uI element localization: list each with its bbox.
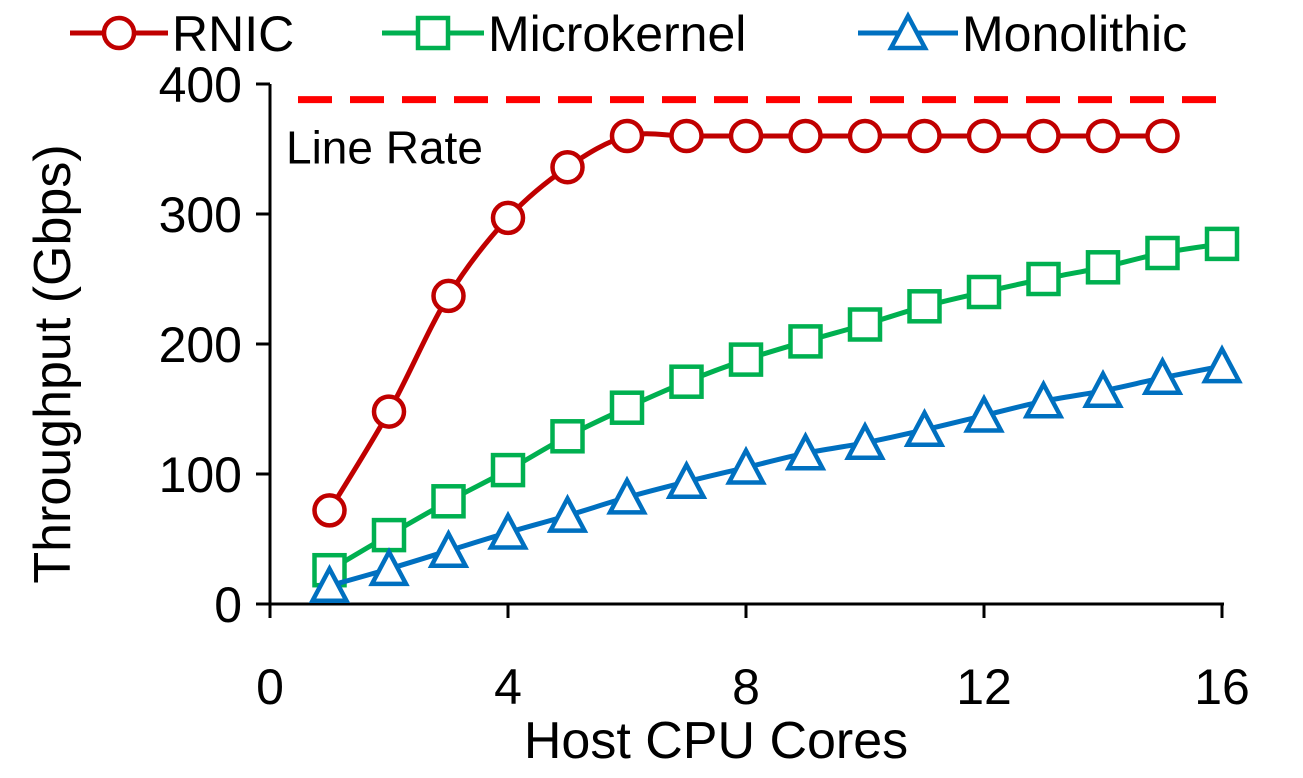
data-point-rnic	[550, 149, 585, 185]
data-point-rnic	[907, 118, 942, 154]
y-tick-label: 0	[214, 577, 242, 633]
data-point-monolithic	[725, 445, 767, 485]
x-tick-label: 8	[732, 659, 760, 715]
data-point-microkernel	[431, 484, 466, 519]
data-point-rnic	[669, 118, 704, 154]
data-point-microkernel	[847, 307, 883, 342]
data-point-rnic	[1085, 118, 1121, 154]
legend-item-rnic: RNIC	[70, 6, 294, 62]
legend-marker-circle	[101, 15, 137, 51]
legend: RNIC Microkernel Monolithic	[70, 6, 1187, 62]
data-point-microkernel	[907, 289, 942, 324]
data-point-rnic	[728, 118, 764, 154]
data-point-monolithic	[1201, 344, 1243, 384]
data-point-rnic	[609, 118, 645, 154]
y-tick-label: 100	[159, 447, 242, 503]
data-point-monolithic	[427, 528, 470, 568]
x-tick-label: 16	[1194, 659, 1250, 715]
data-point-monolithic	[308, 564, 351, 604]
legend-label: Monolithic	[962, 6, 1187, 62]
data-point-rnic	[371, 394, 407, 429]
data-point-rnic	[1026, 118, 1061, 154]
data-point-rnic	[490, 200, 526, 236]
data-point-microkernel	[1145, 235, 1180, 271]
x-tick-label: 12	[956, 659, 1012, 715]
data-point-microkernel	[966, 274, 1002, 310]
data-point-rnic	[312, 493, 347, 528]
data-point-rnic	[966, 118, 1002, 154]
series-layer	[308, 118, 1243, 604]
series-monolithic	[308, 344, 1243, 604]
x-axis-title: Host CPU Cores	[524, 712, 908, 770]
data-point-microkernel	[371, 517, 407, 553]
y-tick-label: 400	[159, 57, 242, 113]
data-point-microkernel	[788, 324, 823, 359]
legend-label: RNIC	[172, 6, 294, 62]
data-point-microkernel	[728, 342, 764, 377]
series-rnic	[312, 118, 1180, 528]
data-point-monolithic	[963, 393, 1005, 433]
data-point-monolithic	[1022, 379, 1065, 419]
data-point-microkernel	[550, 419, 585, 454]
data-point-microkernel	[609, 390, 645, 425]
legend-item-microkernel: Microkernel	[382, 6, 746, 62]
x-tick-label: 0	[256, 659, 284, 715]
legend-item-monolithic: Monolithic	[858, 6, 1187, 62]
reference-line-group: Line Rate	[286, 96, 1220, 174]
data-point-monolithic	[487, 510, 529, 550]
data-point-rnic	[847, 118, 883, 154]
data-point-monolithic	[546, 493, 589, 533]
data-point-monolithic	[903, 408, 946, 448]
y-tick-label: 200	[159, 317, 242, 373]
data-point-rnic	[431, 278, 466, 314]
series-microkernel	[312, 226, 1240, 588]
data-point-microkernel	[1085, 250, 1121, 285]
data-point-monolithic	[368, 547, 410, 587]
legend-label: Microkernel	[488, 6, 746, 62]
legend-marker-square	[415, 15, 451, 51]
data-point-rnic	[1145, 118, 1180, 154]
data-point-microkernel	[669, 364, 704, 399]
line-rate-label: Line Rate	[286, 122, 483, 174]
data-point-monolithic	[784, 431, 827, 471]
data-point-monolithic	[1141, 356, 1184, 396]
data-point-monolithic	[606, 475, 648, 515]
ticks: 0 100 200 300 400 0 4 8 12 16	[159, 57, 1250, 715]
x-tick-label: 4	[494, 659, 522, 715]
data-point-microkernel	[490, 452, 526, 488]
data-point-monolithic	[665, 460, 708, 500]
series-line-monolithic	[328, 363, 1223, 589]
data-point-monolithic	[1082, 369, 1124, 409]
legend-marker-triangle	[887, 11, 929, 51]
y-tick-label: 300	[159, 187, 242, 243]
data-point-microkernel	[1204, 226, 1240, 262]
data-point-microkernel	[1026, 261, 1061, 297]
data-point-rnic	[788, 118, 823, 154]
y-axis-title: Throughput (Gbps)	[24, 144, 82, 583]
data-point-monolithic	[844, 421, 886, 461]
